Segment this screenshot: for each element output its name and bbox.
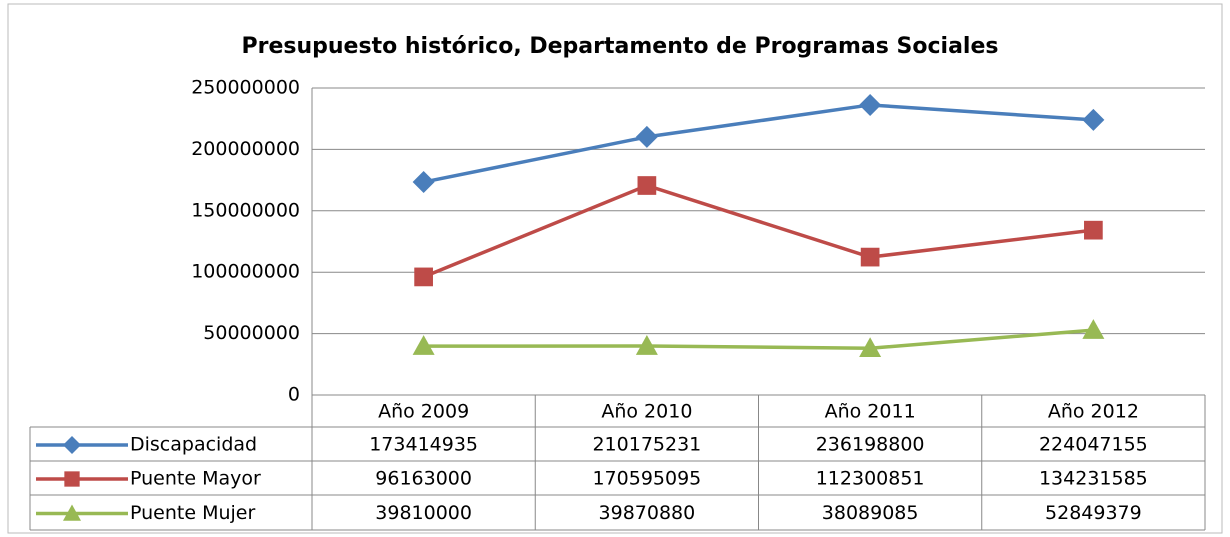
y-tick-label: 150000000	[191, 199, 300, 221]
table-value: 38089085	[822, 502, 919, 524]
marker	[63, 504, 81, 521]
series-line	[423, 103, 1094, 184]
table-value: 112300851	[816, 468, 925, 490]
table-value: 236198800	[816, 434, 925, 456]
table-value: 52849379	[1045, 502, 1142, 524]
y-tick-label: 200000000	[191, 138, 300, 160]
marker	[1082, 108, 1105, 131]
marker	[412, 335, 435, 355]
y-tick-label: 250000000	[191, 77, 300, 99]
marker	[414, 267, 433, 287]
y-tick-label: 100000000	[191, 261, 300, 283]
table-value: 224047155	[1039, 434, 1148, 456]
table-value: 134231585	[1039, 468, 1148, 490]
x-tick-label: Año 2012	[1048, 401, 1139, 423]
y-tick-label: 50000000	[203, 322, 300, 344]
y-tick-label: 0	[288, 384, 300, 406]
chart-frame	[7, 3, 1223, 534]
marker	[860, 247, 880, 267]
legend-label: Puente Mujer	[130, 502, 255, 524]
marker	[637, 176, 657, 195]
x-tick-label: Año 2010	[601, 401, 692, 423]
marker	[635, 335, 658, 355]
marker	[64, 471, 80, 487]
table-value: 210175231	[592, 434, 701, 456]
marker	[1084, 220, 1103, 240]
legend-label: Discapacidad	[130, 434, 257, 456]
marker	[63, 436, 81, 454]
series-line	[423, 328, 1094, 350]
table-value: 39870880	[599, 502, 696, 524]
series-line	[422, 183, 1094, 279]
table-value: 39810000	[375, 502, 472, 524]
marker	[412, 171, 435, 194]
table-value: 170595095	[592, 468, 701, 490]
x-tick-label: Año 2009	[378, 401, 469, 423]
marker	[859, 337, 882, 358]
legend-label: Puente Mayor	[130, 468, 261, 490]
marker	[1082, 319, 1105, 339]
table-value: 96163000	[375, 468, 472, 490]
x-tick-label: Año 2011	[825, 401, 916, 423]
marker	[635, 125, 658, 148]
marker	[859, 93, 882, 116]
chart-title: Presupuesto histórico, Departamento de P…	[242, 34, 999, 59]
table-value: 173414935	[369, 434, 478, 456]
